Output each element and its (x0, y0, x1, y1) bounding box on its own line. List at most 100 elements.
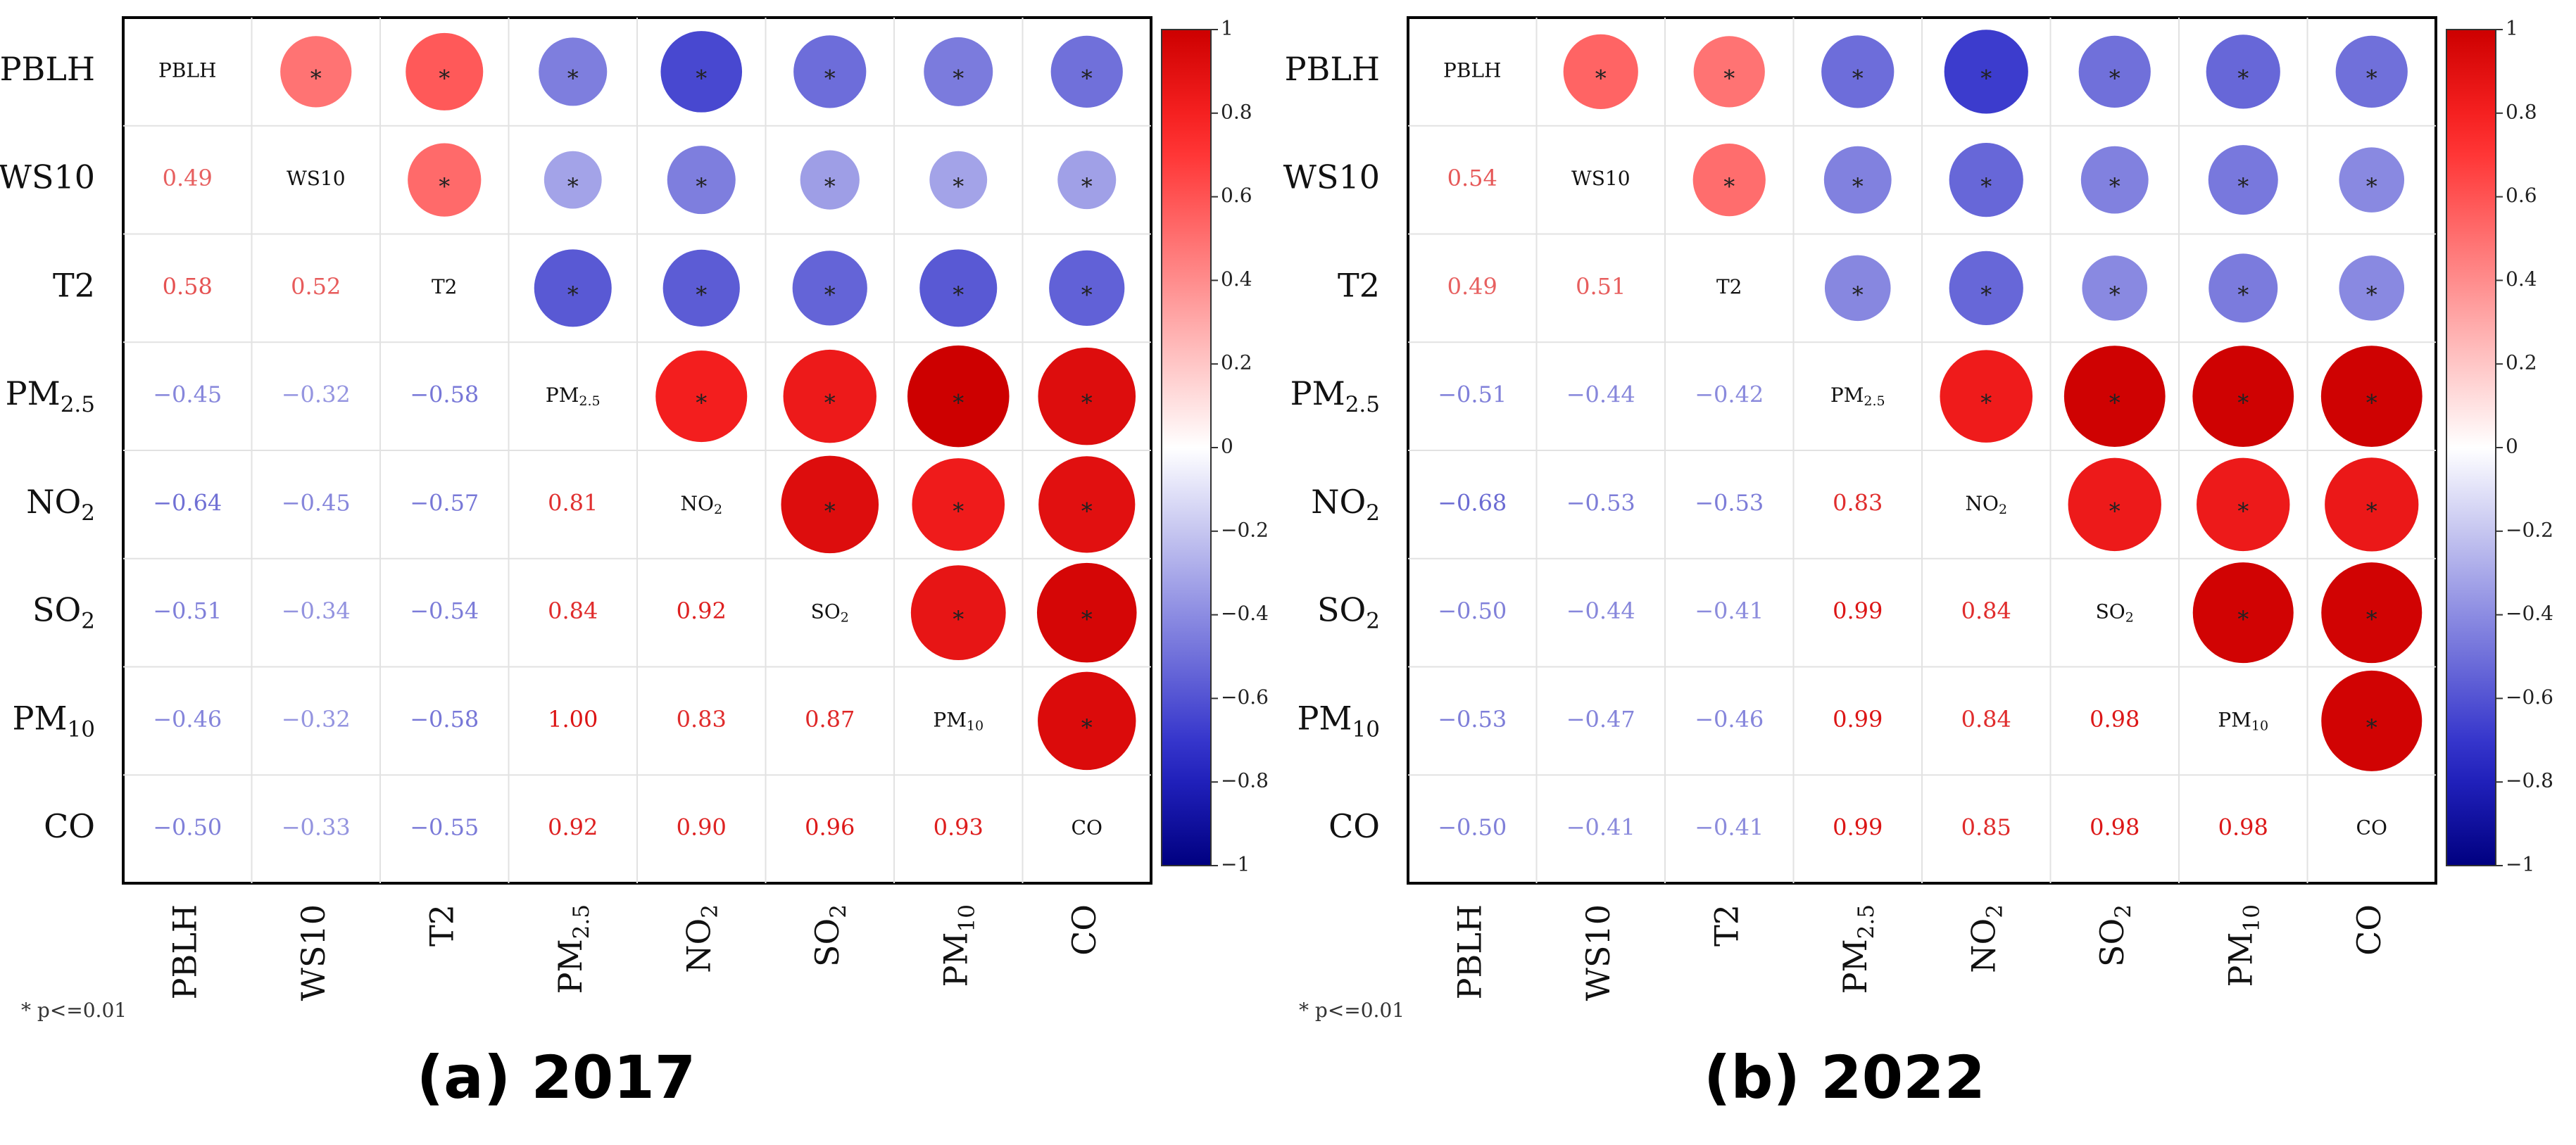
significance-marker: * (696, 281, 707, 308)
colorbar-tick-label: 0 (1221, 435, 1233, 458)
corr-value: 0.98 (2218, 814, 2268, 841)
col-label: T2 (1707, 904, 1745, 947)
significance-marker: * (696, 173, 707, 200)
corr-circle (2209, 253, 2278, 323)
diagonal-label: SO2 (2096, 600, 2134, 626)
corr-value: −0.34 (282, 597, 351, 624)
corr-circle (2339, 147, 2405, 213)
significance-marker: * (824, 281, 836, 308)
significance-marker: * (953, 390, 964, 417)
corr-value: 0.98 (2090, 706, 2140, 733)
colorbar-tick-label: −0.8 (1221, 769, 1269, 792)
significance-marker: * (567, 173, 579, 200)
corr-circle (1692, 144, 1766, 217)
col-label: SO2 (808, 904, 851, 967)
colorbar-tick-label: 0.8 (1221, 100, 1252, 123)
diagonal-label: WS10 (287, 167, 346, 190)
corr-circle (929, 151, 988, 209)
significance-marker: * (1595, 65, 1607, 91)
corr-circle (406, 32, 484, 110)
significance-marker: * (953, 281, 964, 308)
corr-value: −0.32 (282, 381, 351, 408)
corr-value: −0.44 (1566, 381, 1635, 408)
col-label: CO (2350, 904, 2388, 956)
significance-marker: * (2109, 390, 2121, 417)
corr-value: −0.64 (153, 489, 222, 516)
corr-circle (408, 143, 482, 217)
corr-value: 0.87 (805, 706, 855, 733)
significance-marker: * (2237, 281, 2249, 308)
significance-marker: * (953, 65, 964, 91)
diagonal-label: T2 (432, 275, 458, 298)
corr-circle (1693, 36, 1765, 108)
corr-circle (1038, 671, 1136, 771)
corr-value: 0.83 (1833, 489, 1883, 516)
corr-circle (660, 31, 743, 113)
colorbar-tick-label: −0.8 (2506, 769, 2553, 792)
corr-value: −0.58 (410, 706, 479, 733)
corr-value: −0.68 (1438, 489, 1507, 516)
significance-marker: * (824, 173, 836, 200)
row-label: SO2 (32, 591, 95, 634)
corr-circle (783, 349, 877, 443)
corr-value: −0.53 (1438, 706, 1507, 733)
significance-marker: * (2366, 606, 2377, 633)
diagonal-label: PBLH (1443, 58, 1501, 82)
corr-value: 0.54 (1447, 165, 1497, 191)
corr-circle (1038, 456, 1136, 553)
corr-circle (662, 249, 740, 327)
col-label: PM10 (936, 904, 979, 987)
corr-value: −0.41 (1566, 814, 1635, 841)
corr-value: −0.45 (282, 489, 351, 516)
corr-circle (1940, 350, 2033, 443)
corr-value: −0.51 (153, 597, 222, 624)
corr-circle (2197, 457, 2290, 552)
row-label: CO (1328, 807, 1380, 845)
corr-value: 0.96 (805, 814, 855, 841)
corr-circle (2321, 562, 2423, 664)
row-label: WS10 (0, 158, 95, 196)
diagonal-label: PM10 (2218, 708, 2268, 734)
significance-marker: * (2366, 498, 2377, 524)
corr-value: −0.51 (1438, 381, 1507, 408)
corr-circle (1824, 255, 1891, 322)
corr-circle (793, 35, 867, 108)
panel-caption: (b) 2022 (1704, 1043, 1985, 1112)
col-label: PM10 (2221, 904, 2264, 987)
significance-marker: * (1081, 173, 1093, 200)
row-label: PBLH (1285, 50, 1380, 88)
panel-caption: (a) 2017 (417, 1043, 696, 1112)
col-label: SO2 (2093, 904, 2136, 967)
row-label: NO2 (1311, 483, 1380, 526)
col-label: PBLH (1450, 904, 1488, 999)
corr-circle (792, 251, 867, 326)
significance-marker: * (2237, 173, 2249, 200)
diagonal-label: WS10 (1571, 167, 1631, 190)
significance-marker: * (1723, 65, 1735, 91)
col-label: WS10 (294, 904, 332, 1001)
corr-circle (1038, 347, 1136, 445)
corr-circle (1949, 251, 2023, 325)
corr-value: −0.50 (153, 814, 222, 841)
corr-circle (2063, 346, 2166, 448)
corr-circle (800, 150, 860, 210)
diagonal-label: CO (1072, 816, 1102, 840)
corr-value: 0.51 (1576, 273, 1626, 300)
row-label: T2 (53, 266, 95, 304)
significance-marker: * (1980, 281, 1992, 308)
panel-b: PBLH * * * * * * * 0.54 WS10 * * * * * * 0.49 0.51 T2 * * * * *… (1283, 16, 2553, 1112)
colorbar (1161, 29, 1212, 866)
row-label: T2 (1338, 266, 1380, 304)
corr-value: 0.49 (1447, 273, 1497, 300)
significance-marker: * (1852, 65, 1864, 91)
corr-value: 0.84 (1961, 597, 2011, 624)
significance-marker: * (824, 498, 836, 524)
row-label: CO (44, 807, 95, 845)
significance-marker: * (2366, 173, 2377, 200)
row-label: PBLH (0, 50, 95, 88)
row-label: PM2.5 (1290, 374, 1380, 417)
corr-value: 0.99 (1833, 814, 1883, 841)
significance-marker: * (2237, 606, 2249, 633)
colorbar-tick-label: −1 (1221, 853, 1250, 876)
